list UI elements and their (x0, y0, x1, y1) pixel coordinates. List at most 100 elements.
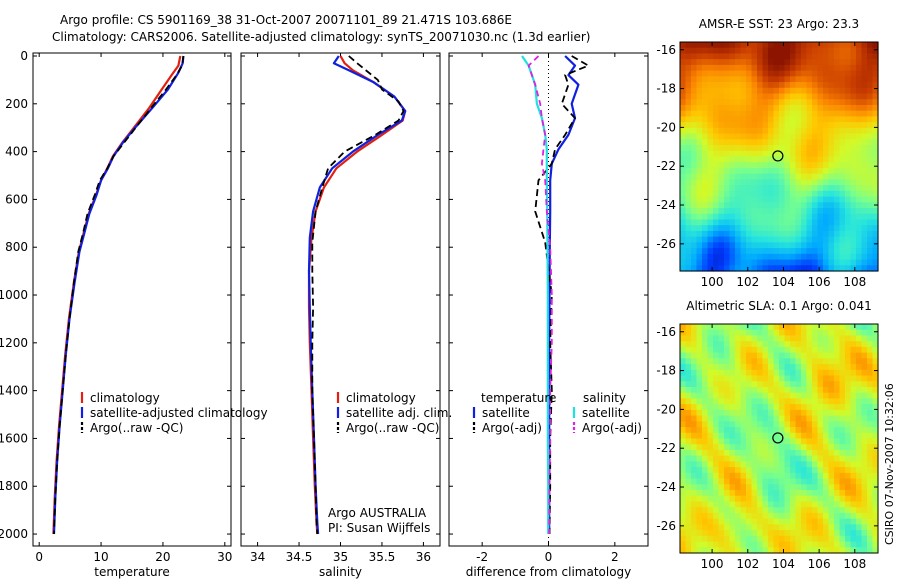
heatmap-cell (757, 116, 764, 123)
heatmap-cell (696, 541, 703, 548)
heatmap-cell (856, 139, 863, 146)
heatmap-cell (713, 179, 720, 186)
heatmap-cell (729, 364, 736, 371)
heatmap-cell (839, 265, 846, 272)
heatmap-cell (702, 156, 709, 163)
heatmap-cell (806, 324, 813, 331)
heatmap-cell (779, 352, 786, 359)
heatmap-cell (729, 409, 736, 417)
heatmap-cell (735, 392, 742, 400)
heatmap-cell (806, 547, 813, 554)
heatmap-cell (740, 145, 747, 152)
heatmap-cell (735, 438, 742, 445)
heatmap-cell (817, 167, 824, 175)
heatmap-cell (718, 70, 725, 77)
heatmap-cell (856, 248, 863, 255)
heatmap-cell (773, 259, 780, 266)
heatmap-cell (801, 449, 808, 457)
heatmap-cell (812, 392, 819, 400)
heatmap-cell (735, 449, 742, 457)
heatmap-cell (718, 93, 725, 100)
heatmap-cell (702, 167, 709, 175)
heatmap-cell (850, 59, 857, 66)
heatmap-cell (872, 196, 879, 203)
heatmap-cell (856, 455, 863, 462)
heatmap-cell (817, 358, 824, 365)
heatmap-cell (740, 427, 747, 434)
heatmap-cell (845, 162, 852, 169)
heatmap-cell (724, 82, 731, 89)
heatmap-cell (707, 535, 714, 543)
heatmap-cell (845, 329, 852, 337)
heatmap-cell (718, 324, 725, 331)
heatmap-cell (707, 335, 714, 342)
heatmap-cell (724, 53, 731, 60)
heatmap-cell (839, 173, 846, 180)
heatmap-cell (707, 179, 714, 186)
heatmap-cell (861, 541, 868, 548)
heatmap-cell (867, 541, 874, 548)
heatmap-cell (806, 381, 813, 388)
heatmap-cell (867, 335, 874, 342)
heatmap-cell (702, 110, 709, 118)
heatmap-cell (839, 242, 846, 249)
heatmap-cell (806, 127, 813, 135)
heatmap-cell (779, 455, 786, 462)
heatmap-cell (839, 381, 846, 388)
heatmap-cell (784, 82, 791, 89)
heatmap-cell (718, 421, 725, 428)
heatmap-cell (856, 259, 863, 266)
heatmap-cell (839, 375, 846, 382)
heatmap-cell (872, 156, 879, 163)
heatmap-cell (856, 190, 863, 198)
heatmap-cell (740, 472, 747, 480)
heatmap-cell (768, 444, 775, 451)
heatmap-cell (779, 225, 786, 232)
heatmap-cell (834, 167, 841, 175)
heatmap-cell (779, 524, 786, 531)
heatmap-cell (757, 110, 764, 118)
heatmap-cell (834, 93, 841, 100)
heatmap-cell (735, 490, 742, 497)
heatmap-cell (834, 392, 841, 400)
heatmap-cell (740, 64, 747, 72)
heatmap-cell (685, 501, 692, 508)
heatmap-cell (762, 116, 769, 123)
heatmap-cell (729, 427, 736, 434)
heatmap-cell (779, 335, 786, 342)
heatmap-cell (773, 507, 780, 514)
heatmap-cell (718, 185, 725, 192)
heatmap-cell (696, 93, 703, 100)
heatmap-cell (680, 392, 687, 400)
heatmap-cell (680, 87, 687, 95)
heatmap-cell (768, 438, 775, 445)
heatmap-cell (812, 139, 819, 146)
heatmap-cell (729, 104, 736, 112)
heatmap-cell (790, 449, 797, 457)
heatmap-cell (812, 156, 819, 163)
heatmap-cell (806, 230, 813, 238)
heatmap-cell (784, 70, 791, 77)
heatmap-cell (790, 341, 797, 348)
heatmap-cell (784, 64, 791, 72)
heatmap-cell (812, 70, 819, 77)
heatmap-cell (867, 524, 874, 531)
heatmap-cell (817, 265, 824, 272)
heatmap-cell (790, 547, 797, 554)
heatmap-cell (856, 59, 863, 66)
heatmap-cell (768, 259, 775, 266)
heatmap-cell (680, 461, 687, 468)
heatmap-cell (845, 59, 852, 66)
heatmap-cell (746, 461, 753, 468)
heatmap-cell (779, 87, 786, 95)
heatmap-cell (839, 42, 846, 49)
heatmap-cell (751, 225, 758, 232)
heatmap-cell (795, 236, 802, 243)
heatmap-cell (691, 64, 698, 72)
heatmap-cell (762, 501, 769, 508)
y-tick-label: 800 (5, 240, 28, 254)
heatmap-cell (779, 248, 786, 255)
heatmap-cell (762, 364, 769, 371)
